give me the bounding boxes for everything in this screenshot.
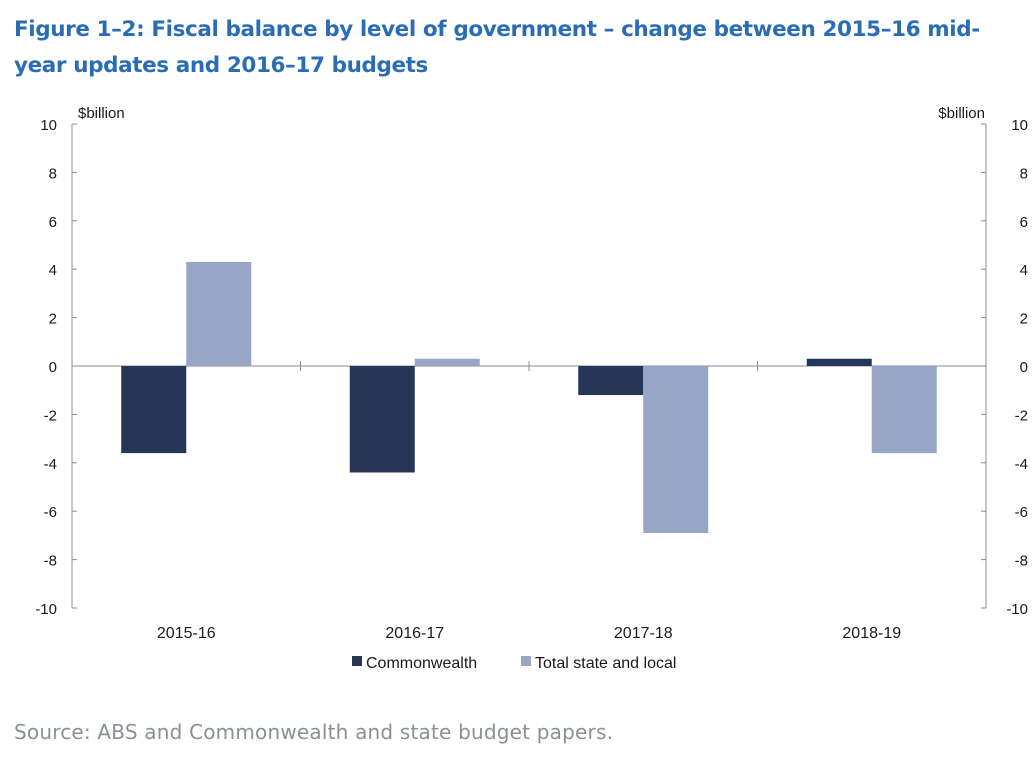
chart-axes: 10 10 8 8 6 6 4 4 2 2 0 0 -2 -2 -4 -4 -6 -6 -8 -8 -10 -10 $bil… <box>35 105 1028 618</box>
chart-legend: Commonwealth Total state and local <box>352 655 676 672</box>
y-tick-label-right: -6 <box>1015 504 1028 521</box>
y-tick-label-left: 0 <box>49 359 57 376</box>
bar-total-state-and-local-2017-18 <box>643 366 709 533</box>
y-tick-label-right: 10 <box>1011 117 1028 134</box>
y-tick-label-left: 4 <box>49 262 57 279</box>
y-tick-label-left: 6 <box>49 214 57 231</box>
bar-total-state-and-local-2018-19 <box>871 366 937 454</box>
y-tick-label-right: 4 <box>1020 262 1028 279</box>
y-tick-label-left: -10 <box>35 601 57 618</box>
y-tick-label-left: -2 <box>44 407 57 424</box>
figure-title: Figure 1–2: Fiscal balance by level of g… <box>14 17 980 78</box>
bar-commonwealth-2017-18 <box>578 366 644 396</box>
bar-commonwealth-2015-16 <box>121 366 187 454</box>
source-note: Source: ABS and Commonwealth and state b… <box>14 720 614 744</box>
legend-swatch <box>352 656 362 666</box>
x-tick-label: 2015-16 <box>157 625 216 642</box>
y-tick-label-right: 0 <box>1020 359 1028 376</box>
y-axis-unit-left: $billion <box>78 105 125 122</box>
y-tick-label-left: -4 <box>44 456 57 473</box>
bar-chart: 10 10 8 8 6 6 4 4 2 2 0 0 -2 -2 -4 -4 -6 -6 -8 -8 -10 -10 $bil… <box>35 105 1028 672</box>
y-tick-label-left: 2 <box>49 311 57 328</box>
bar-total-state-and-local-2016-17 <box>414 358 480 366</box>
bar-commonwealth-2018-19 <box>806 358 872 366</box>
y-tick-label-right: 2 <box>1020 311 1028 328</box>
y-tick-label-right: -2 <box>1015 407 1028 424</box>
y-tick-label-right: -4 <box>1015 456 1028 473</box>
x-tick-label: 2018-19 <box>842 625 901 642</box>
y-tick-label-right: 8 <box>1020 165 1028 182</box>
y-tick-label-right: 6 <box>1020 214 1028 231</box>
y-tick-label-left: 8 <box>49 165 57 182</box>
y-axis-unit-right: $billion <box>938 105 985 122</box>
chart-bars <box>121 261 937 533</box>
bar-commonwealth-2016-17 <box>349 366 415 473</box>
y-tick-label-left: -6 <box>44 504 57 521</box>
y-tick-label-left: -8 <box>44 553 57 570</box>
y-tick-label-left: 10 <box>40 117 57 134</box>
x-tick-label: 2017-18 <box>614 625 673 642</box>
legend-label: Commonwealth <box>366 655 477 672</box>
y-tick-label-right: -8 <box>1015 553 1028 570</box>
bar-total-state-and-local-2015-16 <box>186 261 252 366</box>
x-tick-label: 2016-17 <box>385 625 444 642</box>
x-axis-labels: 2015-16 2016-17 2017-18 2018-19 <box>157 625 901 642</box>
legend-swatch <box>521 656 531 666</box>
legend-label: Total state and local <box>535 655 676 672</box>
y-tick-label-right: -10 <box>1006 601 1028 618</box>
